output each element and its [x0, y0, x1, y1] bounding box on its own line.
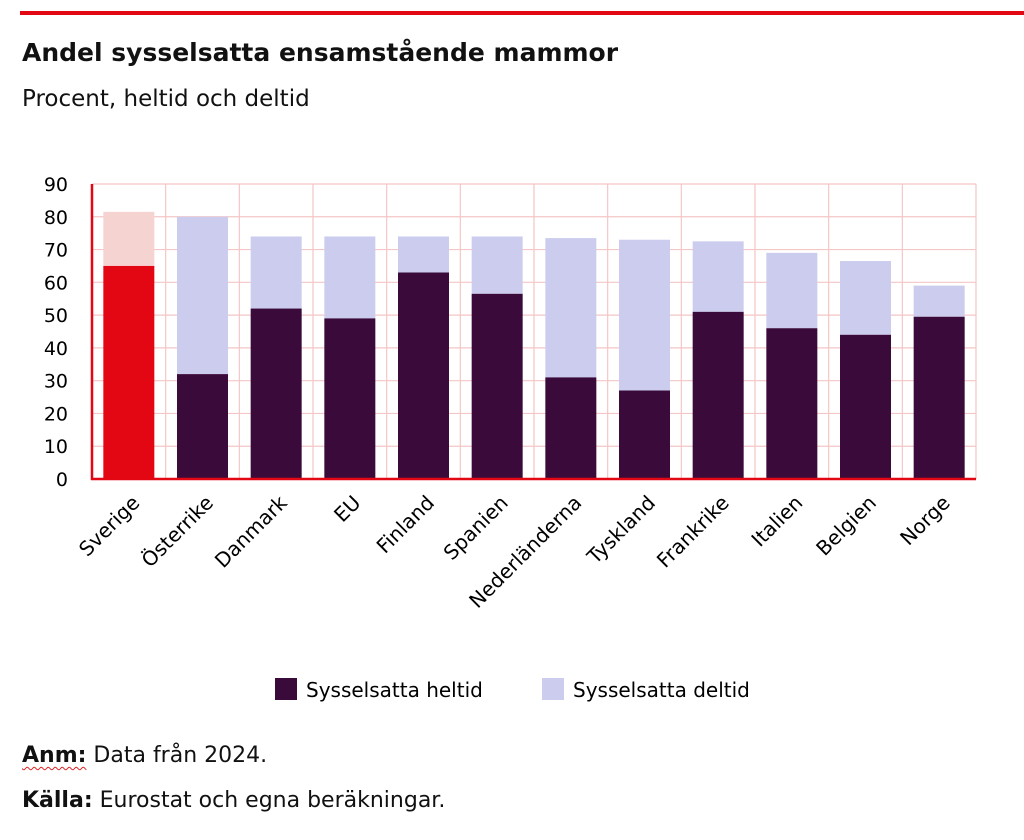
x-category-label: Belgien — [811, 491, 881, 561]
y-tick-label: 30 — [44, 371, 68, 393]
y-tick-label: 40 — [44, 338, 68, 360]
legend-swatch-heltid — [275, 678, 297, 700]
y-tick-label: 60 — [44, 272, 68, 294]
bar-heltid — [913, 316, 965, 479]
bar-deltid — [545, 238, 597, 378]
note-anm-label: Anm: — [22, 743, 87, 768]
bar-deltid — [619, 239, 670, 391]
bar-chart: 0 10 20 30 40 50 60 70 80 90 SverigeÖsterrikeDanm… — [44, 174, 977, 702]
x-category-label: Sverige — [74, 491, 144, 561]
grid — [92, 183, 977, 479]
note-source-label: Källa: — [22, 788, 93, 813]
legend-swatch-deltid — [542, 678, 564, 700]
x-category-label: Danmark — [210, 490, 292, 572]
note-anm-text: Data från 2024. — [86, 743, 268, 768]
note-source: Källa: Eurostat och egna beräkningar. — [22, 788, 445, 813]
x-category-label: Österrike — [137, 491, 218, 572]
x-category-label: Tyskland — [581, 491, 660, 570]
x-category-label: Frankrike — [652, 491, 734, 573]
bar-heltid — [619, 390, 670, 479]
y-tick-label: 70 — [44, 240, 68, 262]
bar-heltid — [250, 308, 302, 479]
legend: Sysselsatta heltid Sysselsatta deltid — [275, 678, 750, 702]
x-category-label: Finland — [372, 491, 440, 559]
bar-heltid — [692, 311, 744, 479]
note-source-text: Eurostat och egna beräkningar. — [92, 788, 446, 813]
bar-deltid — [324, 236, 376, 319]
chart-title: Andel sysselsatta ensamstående mammor — [22, 38, 619, 67]
bar-deltid — [398, 236, 449, 273]
y-tick-label: 50 — [44, 305, 68, 327]
y-tick-label: 20 — [44, 403, 68, 425]
bar-heltid — [398, 272, 449, 479]
y-tick-label: 0 — [56, 469, 68, 491]
bar-deltid — [913, 285, 965, 317]
bar-heltid — [471, 293, 523, 479]
y-tick-label: 10 — [44, 436, 68, 458]
y-tick-label: 80 — [44, 207, 68, 229]
chart-subtitle: Procent, heltid och deltid — [22, 86, 310, 112]
bar-deltid — [692, 241, 744, 312]
bars — [103, 211, 965, 479]
y-tick-labels: 0 10 20 30 40 50 60 70 80 90 — [44, 174, 68, 491]
bar-deltid — [250, 236, 302, 309]
axes — [90, 184, 976, 481]
bar-heltid — [840, 334, 891, 479]
legend-label-deltid: Sysselsatta deltid — [573, 678, 750, 702]
x-category-label: EU — [329, 491, 365, 527]
x-category-label: Italien — [746, 491, 807, 552]
bar-heltid — [103, 265, 155, 479]
legend-label-heltid: Sysselsatta heltid — [306, 678, 483, 702]
bar-deltid — [177, 216, 228, 375]
bar-deltid — [766, 252, 818, 329]
y-tick-label: 90 — [44, 174, 68, 196]
bar-heltid — [545, 377, 597, 479]
bar-heltid — [324, 318, 376, 479]
top-rule — [20, 11, 1024, 15]
note-anm: Anm: Data från 2024. — [22, 743, 267, 768]
bar-deltid — [471, 236, 523, 294]
bar-deltid — [103, 211, 155, 266]
x-category-label: Norge — [895, 491, 954, 550]
bar-heltid — [177, 374, 228, 479]
bar-deltid — [840, 261, 891, 335]
bar-heltid — [766, 328, 818, 479]
x-category-label: Spanien — [439, 491, 513, 565]
